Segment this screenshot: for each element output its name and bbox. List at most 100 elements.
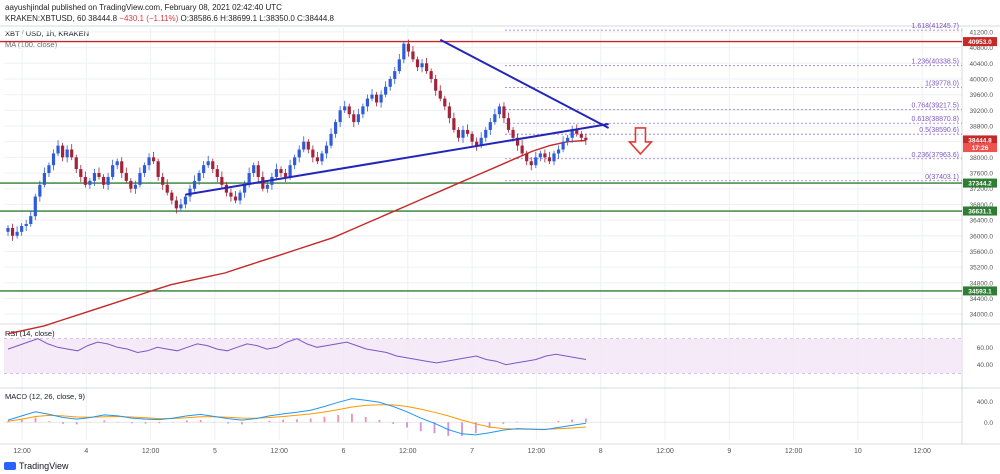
price-tag-label: 40953.0 [968,39,992,46]
candle-up [552,153,556,162]
fib-label: 1.236(40338.5) [912,59,959,66]
candle-down [579,133,583,138]
macd-histogram-bar [227,422,230,424]
ma100-line [7,139,586,335]
candle-up [115,161,119,166]
candle-up [556,149,561,154]
price-tag-bg [963,178,997,188]
macd-tick-label: 0.0 [984,420,993,427]
macd-histogram-bar [199,419,202,423]
candle-down [83,176,87,185]
candle-down [406,43,410,52]
time-tick-label: 12:00 [270,448,288,455]
macd-histogram-bar [75,422,78,425]
candle-up [183,196,188,205]
candle-down [347,106,351,115]
candle-down [315,157,319,162]
candle-up [343,106,347,111]
candle-up [493,114,497,123]
moving-average [7,139,586,335]
candle-down [306,141,310,150]
tradingview-logo-icon [4,462,16,470]
candle-down [311,149,315,158]
rsi-band [4,338,962,374]
candle-down [520,145,524,154]
candle-up [29,216,33,224]
candle-up [329,133,333,146]
candle-down [511,129,515,138]
macd-histogram-bar [516,421,518,423]
candle-up [297,149,301,158]
macd-histogram-bar [130,422,133,424]
candlesticks [6,39,588,241]
macd-histogram-bar [406,422,408,428]
candle-up [133,184,137,189]
candle-up [388,78,392,87]
candle-down [152,157,156,162]
candle-up [561,141,565,150]
macd-histogram-bar [392,422,395,424]
candle-up [397,59,401,72]
time-tick-label: 12:00 [656,448,674,455]
candle-down [174,200,178,209]
candle-up [252,165,256,174]
price-tick-label: 41200.0 [970,29,994,36]
ma-legend: MA (100, close) [5,40,58,49]
candle-down [283,173,288,177]
candle-up [393,71,397,79]
candle-up [566,137,570,142]
candle-down [215,169,219,177]
fib-label: 1(39778.0) [925,81,959,88]
macd-histogram-bar [20,419,23,423]
time-tick-label: 10 [854,448,862,455]
candle-down [506,118,511,130]
fib-label: 0.5(38590.6) [919,127,959,134]
candle-down [10,227,15,236]
price-tag-label: 36631.1 [968,209,992,216]
candle-down [543,153,547,158]
price-tag-label: 34593.1 [968,288,992,295]
candle-up [138,173,142,185]
symbol-quote-line: KRAKEN:XBTUSD, 60 38444.8 −430.1 (−1.11%… [5,14,334,23]
candle-up [192,180,197,189]
macd-histogram-bar [185,420,188,423]
candle-up [361,106,365,115]
macd-signal-line [7,404,586,430]
price-tags: 40953.0 38444.817:26 37344.2 36631.1 34593.1 [963,37,997,296]
candle-up [420,63,424,68]
candle-up [111,165,115,177]
price-tick-label: 36000.0 [970,233,994,240]
trendline [439,38,610,129]
macd-histogram-bar [419,422,422,432]
candle-up [534,157,538,166]
candle-down [124,173,128,181]
candle-up [33,196,37,217]
macd-histogram-bar [557,420,560,423]
candle-down [502,106,506,119]
candle-down [61,145,65,158]
macd-histogram-bar [502,422,505,424]
macd-histogram-bar [461,422,463,436]
candle-down [279,169,283,174]
candle-down [438,90,442,99]
candle-up [20,225,24,232]
price-tick-label: 38000.0 [970,155,994,162]
price-tick-label: 34800.0 [970,280,994,287]
price-tag-bg [963,37,997,47]
candle-up [247,173,251,185]
price-axis: 34000.0 34400.0 34800.0 35200.0 35600.0 36000… [970,29,994,318]
candle-down [374,94,379,103]
rsi-pane: 40.00 60.00 [4,338,993,374]
candle-down [256,165,260,177]
fib-label: 0.618(38870.8) [912,116,959,123]
candle-down [79,169,83,177]
candle-up [293,157,297,166]
price-tick-label: 37200.0 [970,186,994,193]
price-tick-label: 39200.0 [970,108,994,115]
time-tick-label: 12:00 [528,448,546,455]
candle-down [516,137,520,146]
candle-up [142,165,147,174]
candle-down [475,141,479,146]
candle-down [74,157,78,170]
